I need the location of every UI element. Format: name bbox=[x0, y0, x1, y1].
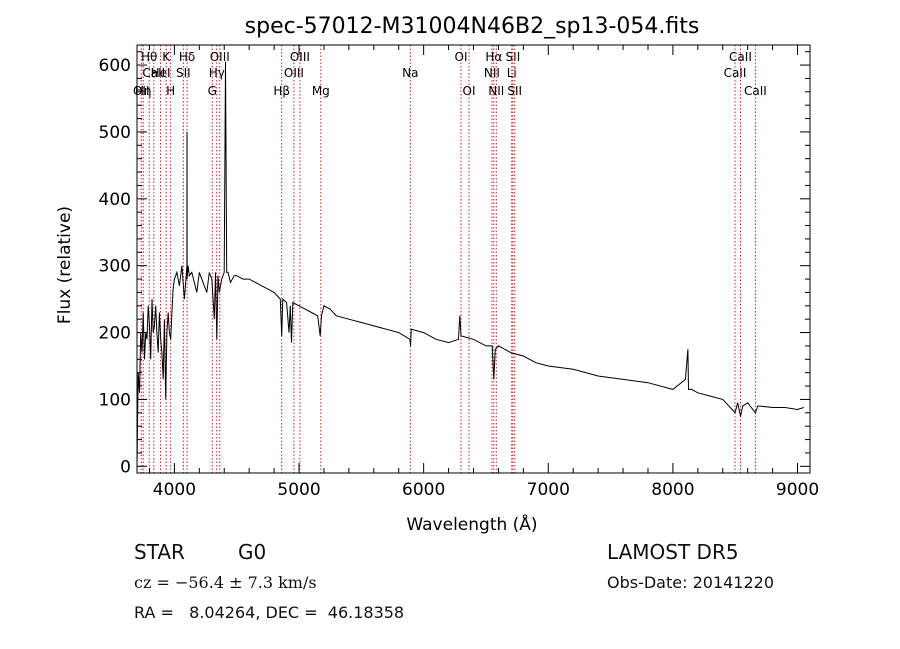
line-marker-label: SII bbox=[507, 84, 522, 98]
line-marker-label: OI bbox=[455, 50, 468, 64]
x-tick-label: 5000 bbox=[277, 480, 320, 500]
object-class: STAR bbox=[134, 540, 185, 564]
survey-name: LAMOST DR5 bbox=[607, 540, 739, 564]
y-tick-label: 200 bbox=[99, 324, 131, 344]
y-tick-label: 600 bbox=[99, 56, 131, 76]
line-marker-label: Li bbox=[507, 66, 517, 80]
line-marker-label: CaII bbox=[729, 50, 752, 64]
x-tick-label: 9000 bbox=[776, 480, 819, 500]
x-axis-label: Wavelength (Å) bbox=[406, 513, 537, 535]
spectrum-series bbox=[136, 61, 804, 467]
x-tick-label: 8000 bbox=[651, 480, 694, 500]
line-marker-label: Hδ bbox=[179, 50, 195, 64]
redshift-readout: cz = −56.4 ± 7.3 km/s bbox=[134, 573, 317, 592]
line-marker-label: OIII bbox=[290, 50, 310, 64]
coordinates-readout: RA = 8.04264, DEC = 46.18358 bbox=[134, 603, 405, 622]
x-axis: 4000 5000 6000 7000 8000 9000 bbox=[148, 45, 819, 500]
line-marker-label: SII bbox=[176, 66, 191, 80]
line-marker-label: CaII bbox=[744, 84, 767, 98]
y-tick-label: 400 bbox=[99, 190, 131, 210]
object-subclass: G0 bbox=[238, 540, 267, 564]
y-tick-label: 300 bbox=[99, 257, 131, 277]
line-marker-label: H bbox=[166, 84, 175, 98]
line-marker-label: NII bbox=[484, 66, 500, 80]
line-marker-label: CaII bbox=[142, 66, 165, 80]
line-marker-label: Na bbox=[402, 66, 418, 80]
y-tick-label: 0 bbox=[120, 457, 131, 477]
line-marker-label: Hα bbox=[485, 50, 502, 64]
line-marker-label: SII bbox=[506, 50, 521, 64]
plot-frame bbox=[136, 44, 811, 474]
line-marker-label: OIII bbox=[210, 50, 230, 64]
y-tick-label: 500 bbox=[99, 123, 131, 143]
x-tick-label: 7000 bbox=[527, 480, 570, 500]
observation-date: Obs-Date: 20141220 bbox=[607, 573, 775, 592]
line-marker-label: HeI bbox=[151, 66, 171, 80]
line-marker-label: CaII bbox=[724, 66, 747, 80]
y-tick-label: 100 bbox=[99, 390, 131, 410]
line-marker-label: K bbox=[162, 50, 171, 64]
line-marker-label: NII bbox=[488, 84, 504, 98]
line-marker-label: Hθ bbox=[141, 50, 157, 64]
y-axis-label: Flux (relative) bbox=[55, 206, 75, 324]
line-marker-label: Hη bbox=[135, 84, 152, 98]
line-marker-label: Hγ bbox=[209, 66, 225, 80]
line-marker-label: Hβ bbox=[273, 84, 290, 98]
line-markers: OIIHηHθCaIIHeIKHSIIHδGHγOIIIHβOIIIOIIIMg… bbox=[133, 45, 767, 473]
line-marker-label: Mg bbox=[312, 84, 330, 98]
spectrum-line bbox=[136, 61, 804, 467]
x-tick-label: 6000 bbox=[402, 480, 445, 500]
line-marker-label: OI bbox=[463, 84, 476, 98]
line-marker-label: G bbox=[208, 84, 217, 98]
x-tick-label: 4000 bbox=[153, 480, 196, 500]
chart-title: spec-57012-M31004N46B2_sp13-054.fits bbox=[245, 14, 700, 39]
line-marker-label: OIII bbox=[284, 66, 304, 80]
y-axis: 0 100 200 300 400 500 600 bbox=[99, 51, 810, 477]
